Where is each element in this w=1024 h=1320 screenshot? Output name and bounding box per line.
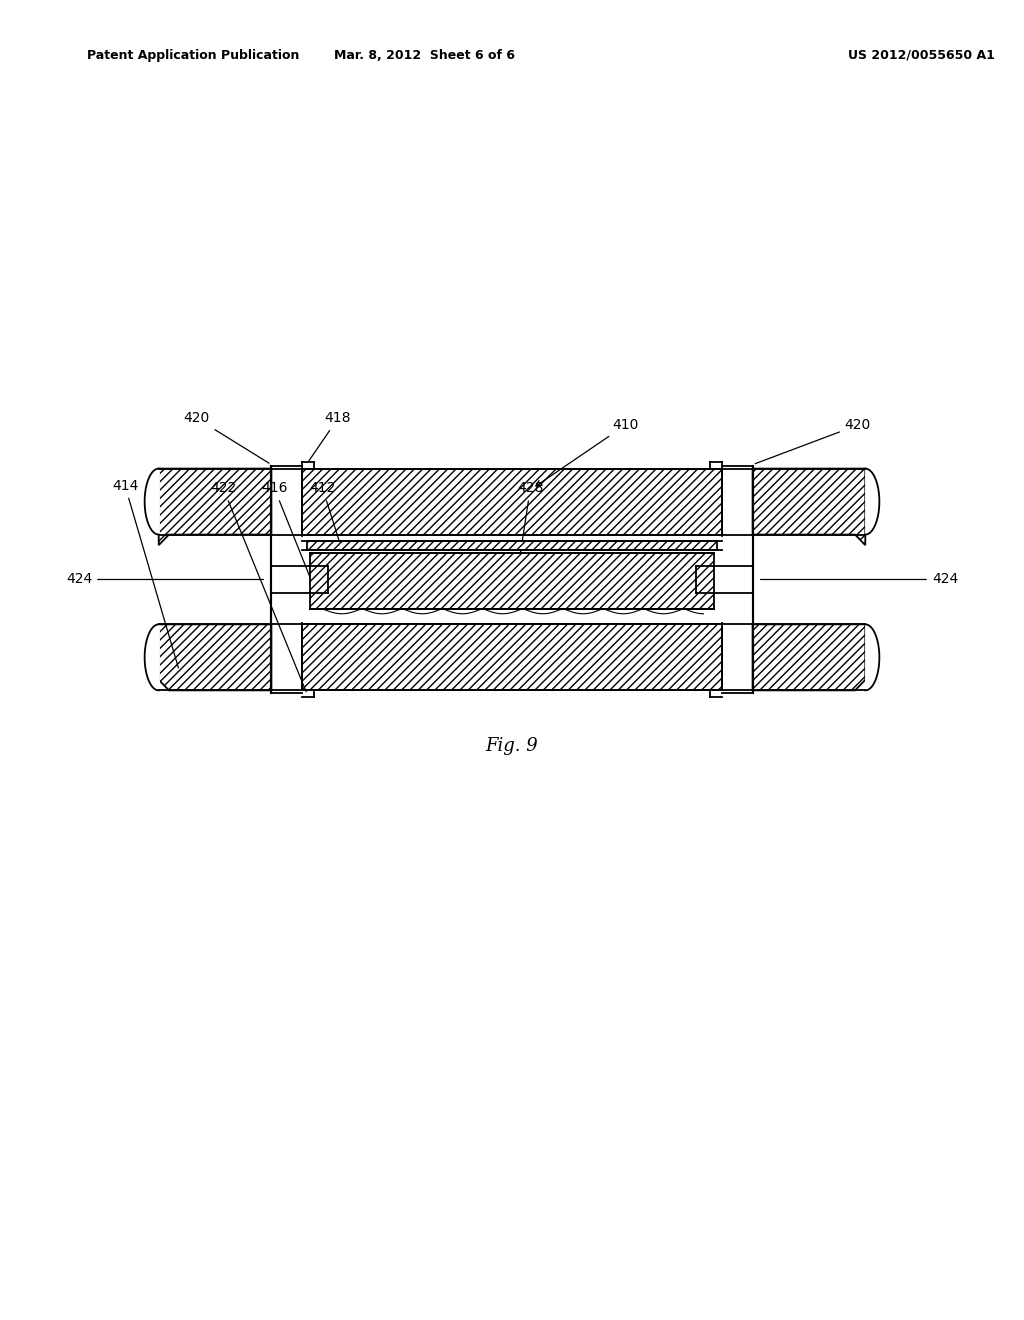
Text: 420: 420: [183, 412, 269, 463]
Bar: [307, 541, 717, 550]
Bar: [302, 624, 722, 690]
Text: Fig. 9: Fig. 9: [485, 737, 539, 755]
Text: 428: 428: [511, 482, 544, 605]
Polygon shape: [159, 469, 271, 545]
Polygon shape: [753, 469, 865, 545]
Text: Patent Application Publication: Patent Application Publication: [87, 49, 299, 62]
Text: 416: 416: [261, 482, 322, 606]
Text: 420: 420: [756, 418, 871, 463]
Bar: [310, 553, 714, 609]
Text: 414: 414: [112, 479, 178, 668]
Text: 412: 412: [309, 482, 342, 550]
Text: US 2012/0055650 A1: US 2012/0055650 A1: [848, 49, 995, 62]
Text: 424: 424: [66, 573, 263, 586]
Text: Mar. 8, 2012  Sheet 6 of 6: Mar. 8, 2012 Sheet 6 of 6: [335, 49, 515, 62]
Polygon shape: [753, 624, 865, 690]
Text: 418: 418: [309, 412, 351, 461]
Text: 422: 422: [210, 482, 306, 692]
Text: 410: 410: [536, 418, 639, 486]
Polygon shape: [144, 469, 159, 535]
Bar: [302, 469, 722, 535]
Polygon shape: [159, 624, 271, 690]
Text: 424: 424: [761, 573, 958, 586]
